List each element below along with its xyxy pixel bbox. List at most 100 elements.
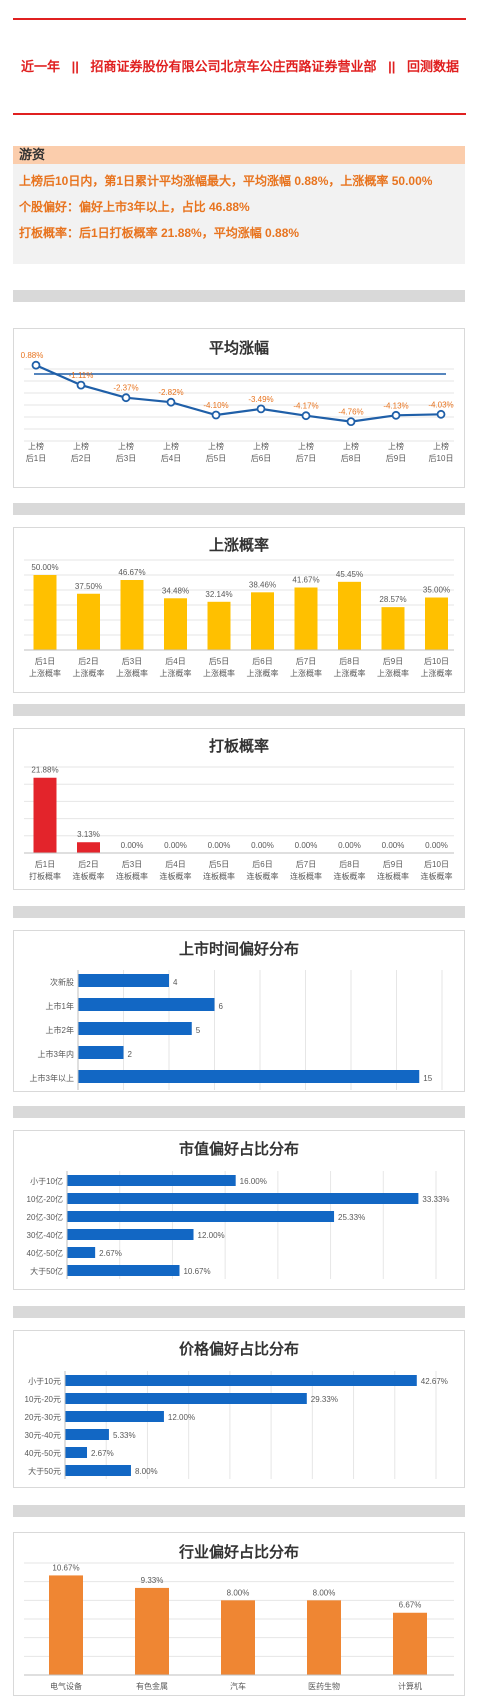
category-label: 30亿-40亿: [27, 1230, 63, 1240]
bar: [78, 1070, 420, 1083]
category-label: 后9日: [383, 859, 403, 869]
chart-panel-rise-prob: 上涨概率 50.00% 后1日 上涨概率 37.50% 后2日 上涨概率 46.67% 后3日上…: [13, 527, 465, 693]
bar: [65, 1393, 307, 1404]
bar: [78, 1046, 124, 1059]
data-point: [166, 397, 176, 407]
category-label: 上榜: [343, 441, 359, 451]
category-label: 上涨概率: [73, 668, 105, 678]
data-label: 6.67%: [399, 1601, 422, 1610]
category-label: 40元-50元: [25, 1449, 61, 1458]
header-top-rule: [13, 18, 466, 20]
summary-line-preference: 个股偏好：偏好上市3年以上，占比 46.88%: [19, 200, 250, 214]
category-label: 后3日: [122, 656, 142, 666]
bar: [65, 1375, 417, 1386]
category-label: 连板概率: [421, 871, 453, 881]
bar: [78, 998, 215, 1011]
divider-band: [13, 704, 465, 716]
data-label: 25.33%: [338, 1213, 365, 1222]
chart-panel-listing-age: 上市时间偏好分布 次新股 4 上市1年 6 上市2年 5 上市3年内 2 上市3年以上 15: [13, 930, 465, 1092]
data-label: 28.57%: [379, 595, 406, 604]
bar: [67, 1229, 194, 1240]
divider-band: [13, 290, 465, 302]
category-label: 大于50亿: [30, 1266, 63, 1276]
category-label: 10亿-20亿: [27, 1194, 63, 1204]
category-label: 连板概率: [73, 871, 105, 881]
category-label: 后1日: [35, 859, 55, 869]
category-label: 上涨概率: [421, 668, 453, 678]
data-point: [76, 380, 86, 390]
divider-band: [13, 1505, 465, 1517]
header-bottom-rule: [13, 113, 466, 115]
category-label: 后9日: [386, 453, 406, 463]
category-label: 后1日: [26, 453, 46, 463]
chart-title: 平均涨幅: [209, 339, 269, 357]
series-line: [35, 364, 442, 423]
category-label: 后8日: [341, 453, 361, 463]
category-label: 电气设备: [50, 1681, 82, 1691]
data-label: 0.00%: [121, 841, 144, 850]
bar: [393, 1612, 427, 1675]
category-label: 后4日: [165, 859, 185, 869]
data-label: 3.13%: [77, 830, 100, 839]
category-label: 20元-30元: [25, 1413, 61, 1422]
data-label: -4.76%: [338, 408, 363, 417]
bar: [221, 1600, 255, 1675]
chart-title: 价格偏好占比分布: [179, 1340, 299, 1358]
chart-panel-avg-return: 平均涨幅 0.88% 上榜 后1日 -1.11% 上榜 后2日 -2.37% 上榜 后3日 -2.8…: [13, 328, 465, 488]
category-label: 20亿-30亿: [27, 1212, 63, 1222]
category-label: 40亿-50亿: [27, 1248, 63, 1258]
category-label: 后10日: [424, 656, 449, 666]
data-label: -2.37%: [113, 384, 138, 393]
data-point: [256, 404, 266, 414]
summary-heading: 游资: [13, 146, 465, 164]
data-label: 9.33%: [141, 1576, 164, 1585]
category-label: 连板概率: [377, 871, 409, 881]
summary-line-limit-up: 打板概率：后1日打板概率 21.88%，平均涨幅 0.88%: [19, 226, 300, 240]
data-label: 8.00%: [135, 1467, 158, 1476]
bar: [65, 1411, 164, 1422]
data-label: 37.50%: [75, 582, 102, 591]
category-label: 后3日: [116, 453, 136, 463]
data-label: 2.67%: [99, 1249, 122, 1258]
category-label: 后2日: [71, 453, 91, 463]
bar: [294, 587, 318, 650]
data-label: 12.00%: [168, 1413, 195, 1422]
category-label: 后10日: [424, 859, 449, 869]
data-label: 5.33%: [113, 1431, 136, 1440]
category-label: 上涨概率: [29, 668, 61, 678]
data-label: 6: [219, 1002, 224, 1011]
category-label: 上涨概率: [116, 668, 148, 678]
data-label: 0.00%: [251, 841, 274, 850]
data-label: 41.67%: [292, 575, 319, 584]
category-label: 连板概率: [290, 871, 322, 881]
data-label: -1.11%: [69, 371, 94, 380]
data-label: 33.33%: [422, 1195, 449, 1204]
bar: [78, 974, 169, 987]
bar: [251, 592, 274, 650]
category-label: 后6日: [252, 656, 272, 666]
data-point: [301, 411, 311, 421]
category-label: 小于10元: [28, 1377, 61, 1386]
category-label: 连板概率: [203, 871, 235, 881]
data-label: 8.00%: [227, 1588, 250, 1597]
category-label: 上涨概率: [334, 668, 366, 678]
bar: [65, 1447, 88, 1458]
data-point: [346, 417, 356, 426]
data-point: [391, 410, 401, 420]
category-label: 打板概率: [29, 871, 61, 881]
chart-title: 上涨概率: [209, 536, 269, 554]
header-title: 近一年 || 招商证券股份有限公司北京车公庄西路证券营业部 || 回测数据: [0, 56, 480, 75]
category-label: 后9日: [383, 656, 403, 666]
category-label: 后4日: [161, 453, 181, 463]
summary-box: 游资 上榜后10日内，第1日累计平均涨幅最大，平均涨幅 0.88%，上涨概率 5…: [13, 146, 465, 264]
data-label: -4.03%: [428, 400, 453, 409]
chart-panel-price: 价格偏好占比分布 小于10元 42.67% 10元-20元 29.33% 20元-30元 1…: [13, 1330, 465, 1488]
data-label: 10.67%: [183, 1267, 210, 1276]
bar: [33, 777, 57, 853]
divider-band: [13, 1106, 465, 1118]
category-label: 后7日: [296, 656, 316, 666]
data-label: 8.00%: [313, 1588, 336, 1597]
category-label: 上榜: [388, 441, 404, 451]
